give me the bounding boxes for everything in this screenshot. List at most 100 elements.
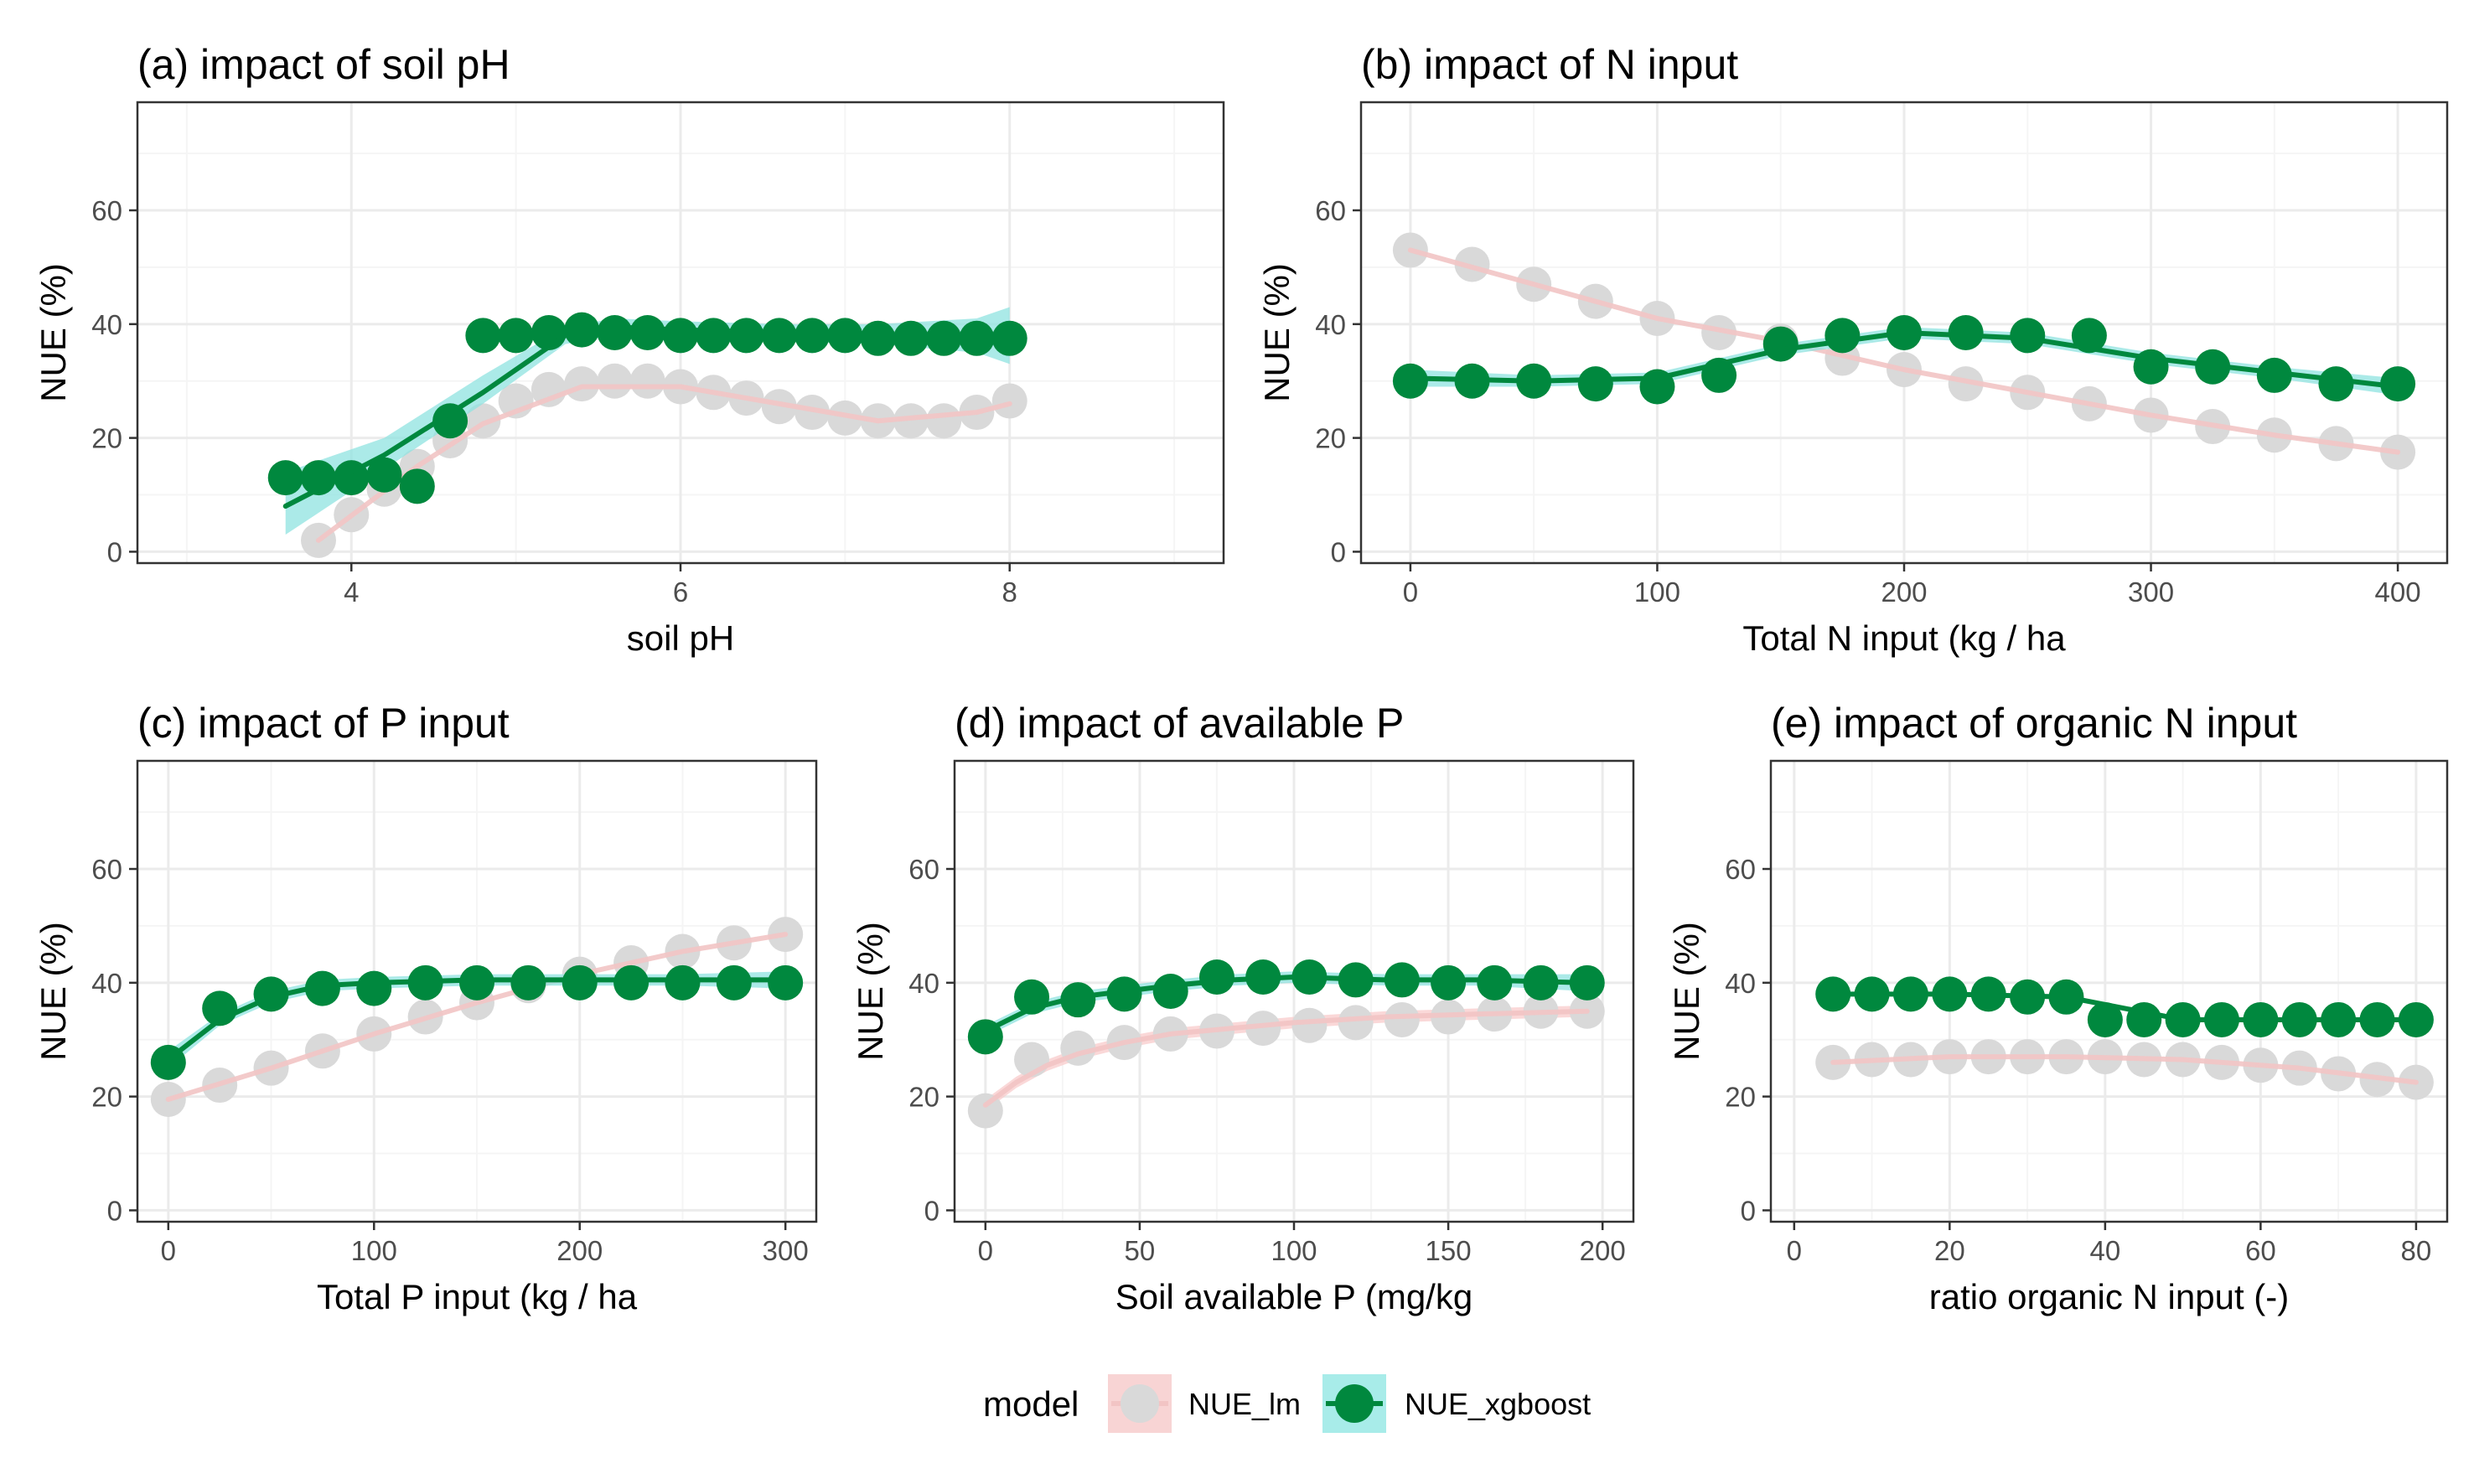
lm-point: [597, 363, 633, 399]
panel-title: (e) impact of organic N input: [1771, 700, 2297, 747]
legend: model NUE_lm NUE_xgboost: [983, 1374, 1591, 1433]
lm-point: [967, 1093, 1003, 1129]
xgboost-smooth-line: [982, 975, 1590, 1034]
x-tick-label: 4: [344, 577, 359, 608]
xgboost-point: [459, 964, 494, 1001]
x-tick-label: 100: [351, 1235, 397, 1266]
panel-a: 4 6 8 0 20 40 60 (a) impact of soil pH soil pH NU…: [34, 41, 1225, 658]
xgboost-point: [1060, 982, 1096, 1018]
y-tick-label: 60: [908, 854, 939, 885]
xgboost-point: [304, 970, 340, 1006]
y-tick-label: 20: [908, 1082, 939, 1113]
y-tick-label: 20: [1725, 1082, 1756, 1113]
xgboost-point: [1762, 326, 1799, 362]
xgboost-point: [2318, 366, 2354, 402]
xgboost-point: [432, 403, 468, 439]
panel-e: 0 20 40 60 80 0 20 40 60 (e) impact of organic N …: [1667, 700, 2449, 1316]
xgboost-point: [2010, 318, 2046, 354]
xgboost-smooth-line: [1407, 330, 2401, 390]
y-tick-label: 0: [924, 1195, 939, 1226]
xgboost-point: [696, 318, 732, 354]
lm-point: [827, 400, 863, 436]
y-tick-label: 40: [1725, 968, 1756, 999]
xgboost-point: [1824, 318, 1861, 354]
panel-title: (b) impact of N input: [1361, 41, 1738, 88]
xgboost-smooth-line: [282, 324, 1012, 509]
panel-border: [136, 759, 818, 1223]
lm-point: [1338, 1005, 1374, 1041]
x-tick-label: 300: [763, 1235, 809, 1266]
lm-point: [991, 383, 1027, 419]
y-tick-label: 0: [107, 536, 122, 567]
legend-key-lm-point: [1121, 1384, 1159, 1423]
xgboost-point: [2256, 357, 2292, 393]
x-tick-label: 150: [1426, 1235, 1472, 1266]
x-tick-label: 8: [1002, 577, 1017, 608]
xgboost-point: [267, 460, 303, 496]
x-axis-title: ratio organic N input (-): [1929, 1277, 2290, 1316]
y-tick-label: 60: [1315, 195, 1346, 226]
xgboost-point: [2071, 318, 2107, 354]
lm-point: [761, 389, 797, 425]
y-tick-label: 40: [91, 968, 122, 999]
xgboost-point: [629, 315, 665, 350]
x-tick-label: 50: [1125, 1235, 1156, 1266]
xgboost-point: [860, 320, 896, 356]
y-axis-title: NUE (%): [34, 922, 73, 1061]
xgboost-point: [1948, 315, 1984, 350]
panel-c: 0 100 200 300 0 20 40 60 (c) impact of P input To…: [34, 700, 818, 1316]
legend-label-lm: NUE_lm: [1188, 1387, 1301, 1421]
x-tick-label: 300: [2128, 577, 2174, 608]
y-tick-label: 0: [107, 1195, 122, 1226]
xgboost-point: [597, 315, 633, 350]
x-tick-label: 0: [1787, 1235, 1802, 1266]
y-axis-title: NUE (%): [1667, 922, 1706, 1061]
lm-point: [794, 395, 831, 431]
y-tick-label: 60: [91, 854, 122, 885]
x-tick-label: 40: [2090, 1235, 2121, 1266]
xgboost-point: [1577, 366, 1613, 402]
x-tick-label: 6: [673, 577, 688, 608]
x-tick-label: 200: [556, 1235, 603, 1266]
x-tick-label: 200: [1580, 1235, 1626, 1266]
x-axis-title: Soil available P (mg/kg: [1115, 1277, 1472, 1316]
xgboost-point: [663, 318, 698, 354]
lm-point: [1948, 366, 1984, 402]
y-tick-label: 40: [91, 309, 122, 340]
xgboost-point: [562, 964, 598, 1001]
x-tick-label: 0: [978, 1235, 993, 1266]
x-axis-title: Total P input (kg / ha: [317, 1277, 638, 1316]
xgboost-point: [613, 964, 650, 1001]
xgboost-point: [1392, 363, 1428, 399]
y-tick-label: 20: [1315, 423, 1346, 454]
x-axis-title: soil pH: [627, 618, 734, 658]
xgboost-point: [356, 970, 392, 1006]
xgboost-point: [2380, 366, 2416, 402]
x-tick-label: 80: [2401, 1235, 2432, 1266]
lm-smooth-line: [165, 932, 789, 1103]
x-tick-label: 60: [2245, 1235, 2276, 1266]
xgboost-point: [716, 964, 752, 1001]
xgboost-point: [2087, 1001, 2123, 1037]
y-tick-label: 0: [1741, 1195, 1756, 1226]
legend-key-xgboost-point: [1335, 1384, 1374, 1423]
lm-point: [1384, 1001, 1420, 1037]
y-tick-label: 60: [91, 195, 122, 226]
lm-point: [629, 363, 665, 399]
x-axis-title: Total N input (kg / ha: [1742, 618, 2066, 658]
lm-point: [1245, 1011, 1281, 1047]
y-tick-label: 60: [1725, 854, 1756, 885]
panel-b: 0 100 200 300 400 0 20 40 60 (b) impact of N inpu…: [1257, 41, 2449, 658]
xgboost-smooth-line: [165, 977, 789, 1063]
panel-title: (d) impact of available P: [955, 700, 1404, 747]
xgboost-point: [366, 457, 402, 493]
legend-label-xgboost: NUE_xgboost: [1405, 1387, 1591, 1421]
xgboost-point: [510, 964, 546, 1001]
y-axis-title: NUE (%): [1257, 263, 1297, 402]
x-tick-label: 0: [161, 1235, 176, 1266]
xgboost-point: [761, 318, 797, 354]
lm-point: [893, 403, 929, 439]
xgboost-point: [665, 964, 701, 1001]
xgboost-point: [399, 468, 435, 504]
y-axis-title: NUE (%): [851, 922, 890, 1061]
